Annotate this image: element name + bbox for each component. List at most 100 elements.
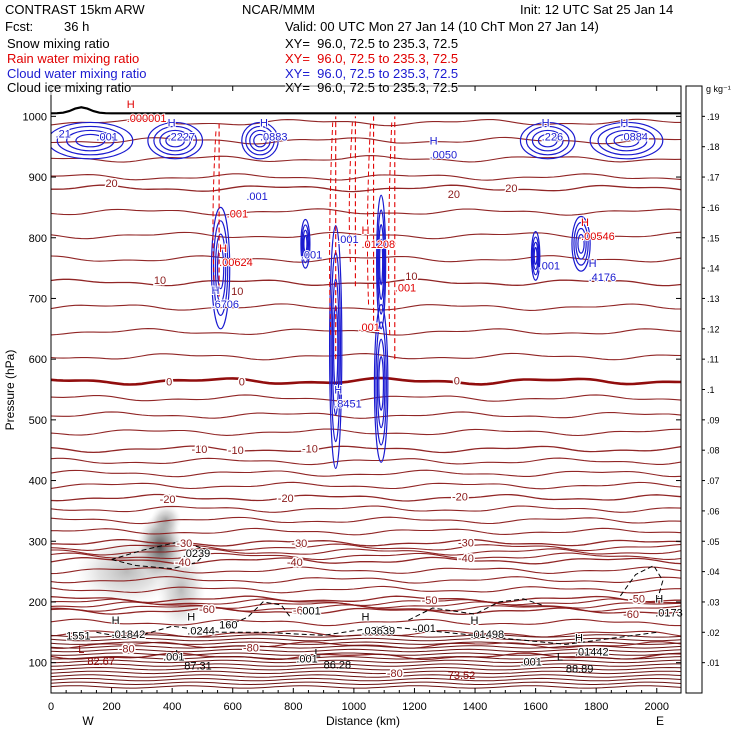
cloud-water-contour-6: [303, 234, 308, 253]
cloud-water-contour-1: [373, 303, 389, 463]
cloud-water-contour-8: [147, 121, 204, 160]
strat-isotherm: [51, 685, 681, 689]
series-value: .01842: [112, 629, 146, 641]
series-value: .00624: [219, 257, 253, 269]
axes: 0 200 400 600 800 1000 1200 1400 1600 1800 2000100…: [23, 86, 681, 713]
minmax-value: 86.28: [324, 659, 352, 671]
cloud-water-contour-10: [537, 133, 558, 148]
isotherm-label: -40: [287, 557, 303, 569]
isotherm-label: -50: [422, 595, 438, 607]
colorbar-tick-label: .09: [707, 415, 720, 425]
strat-isotherm: [51, 634, 681, 638]
series-value: 1551: [66, 630, 90, 642]
isotherms: [51, 106, 681, 689]
isotherm-11: [51, 566, 681, 575]
colorbar-tick-label: .08: [707, 446, 720, 456]
x-axis-west-label: W: [82, 714, 94, 728]
isotherm-label: -20: [278, 493, 294, 505]
y-tick-label: 500: [29, 415, 47, 427]
strat-isotherm: [51, 645, 681, 649]
series-value: .226: [542, 131, 563, 143]
colorbar-tick-label: .13: [707, 294, 720, 304]
model-title: CONTRAST 15km ARW: [5, 2, 145, 17]
rain-contour-4: [388, 122, 393, 335]
series-value: .001: [539, 261, 560, 273]
series-value: .0883: [260, 131, 288, 143]
isotherm-7: [51, 598, 681, 606]
series-value: .0244: [187, 625, 215, 637]
y-tick-label: 400: [29, 476, 47, 488]
series-value: 160: [219, 619, 237, 631]
series-marker: H: [334, 384, 342, 396]
isotherm-35: [51, 208, 681, 216]
minmax-marker: L: [315, 647, 321, 659]
x-tick-label: 1200: [402, 701, 426, 713]
series-marker: H: [168, 117, 176, 129]
cloud-water-contour-7: [75, 133, 106, 148]
y-tick-label: 200: [29, 597, 47, 609]
series-value: .001: [414, 623, 435, 635]
cloud-water-contour-9: [245, 125, 275, 156]
y-tick-label: 1000: [23, 111, 47, 123]
isotherm-40: [51, 118, 681, 127]
series-marker: H: [219, 243, 227, 255]
isotherm-16: [51, 538, 681, 547]
colorbar-tick-label: .16: [707, 203, 720, 213]
cloud-water-contour-1: [376, 338, 386, 429]
series-value: .001: [96, 131, 117, 143]
isotherm-label: 10: [231, 286, 243, 298]
field-snow-name: Snow mixing ratio: [7, 36, 110, 51]
isotherm-label: 20: [448, 189, 460, 201]
minmax-marker: L: [78, 644, 84, 656]
series-marker: H: [589, 258, 597, 270]
strat-isotherm: [51, 637, 681, 642]
colorbar-tick-label: .03: [707, 597, 720, 607]
isotherm-label: -80: [119, 644, 135, 656]
series-value: .0239: [183, 548, 211, 560]
strat-isotherm: [51, 666, 681, 671]
series-marker: H: [430, 136, 438, 148]
x-axis-east-label: E: [656, 714, 664, 728]
colorbar: .01 .02 .03 .04 .05 .06 .07 .08 .09 .1 .11 .12 .13 .1…: [685, 84, 731, 694]
series-value: .001: [227, 208, 248, 220]
series-value: .6706: [212, 299, 240, 311]
isotherm-18: [51, 516, 681, 525]
field-rain-name: Rain water mixing ratio: [7, 51, 140, 66]
isotherm-12: [51, 556, 681, 565]
y-tick-label: 800: [29, 233, 47, 245]
series-value: .0173: [655, 607, 683, 619]
cloud-water-contour-2: [216, 246, 225, 290]
isotherm-label: -20: [160, 494, 176, 506]
series-value: .001: [296, 653, 317, 665]
minmax-value: 87.31: [184, 661, 212, 673]
field-rain-xy: XY= 96.0, 72.5 to 235.3, 72.5: [285, 51, 459, 66]
isotherm-23: [51, 457, 681, 466]
strat-isotherm: [51, 681, 681, 686]
isotherm-label: 0: [239, 377, 245, 389]
strat-isotherm: [51, 641, 681, 645]
strat-isotherm: [51, 663, 681, 667]
isotherm-30: [51, 328, 681, 336]
isotherm-9: [51, 585, 681, 594]
cloud-ice-contour-0: [96, 625, 657, 645]
series-value: .001: [163, 652, 184, 664]
y-tick-label: 100: [29, 658, 47, 670]
isotherm-label: 20: [505, 183, 517, 195]
isotherm-10: [51, 576, 681, 584]
x-tick-label: 0: [48, 701, 54, 713]
series-marker: H: [127, 99, 135, 111]
cloud-water-contour-8: [153, 125, 198, 156]
y-axis-label: Pressure (hPa): [3, 350, 17, 431]
cloud-ice-contour-3: [408, 598, 542, 621]
colorbar-tick-label: .1: [707, 385, 715, 395]
minmax-value: 82.67: [87, 656, 115, 668]
series-value: .000001: [127, 113, 167, 125]
isotherm-37: [51, 173, 681, 181]
isotherm-label: -60: [199, 604, 215, 616]
cloud-water-contour-11: [613, 133, 640, 148]
strat-isotherm: [51, 670, 681, 675]
x-tick-label: 1000: [342, 701, 366, 713]
x-tick-label: 800: [284, 701, 302, 713]
isotherm-label: 0: [454, 375, 460, 387]
isotherm-39: [51, 136, 681, 145]
